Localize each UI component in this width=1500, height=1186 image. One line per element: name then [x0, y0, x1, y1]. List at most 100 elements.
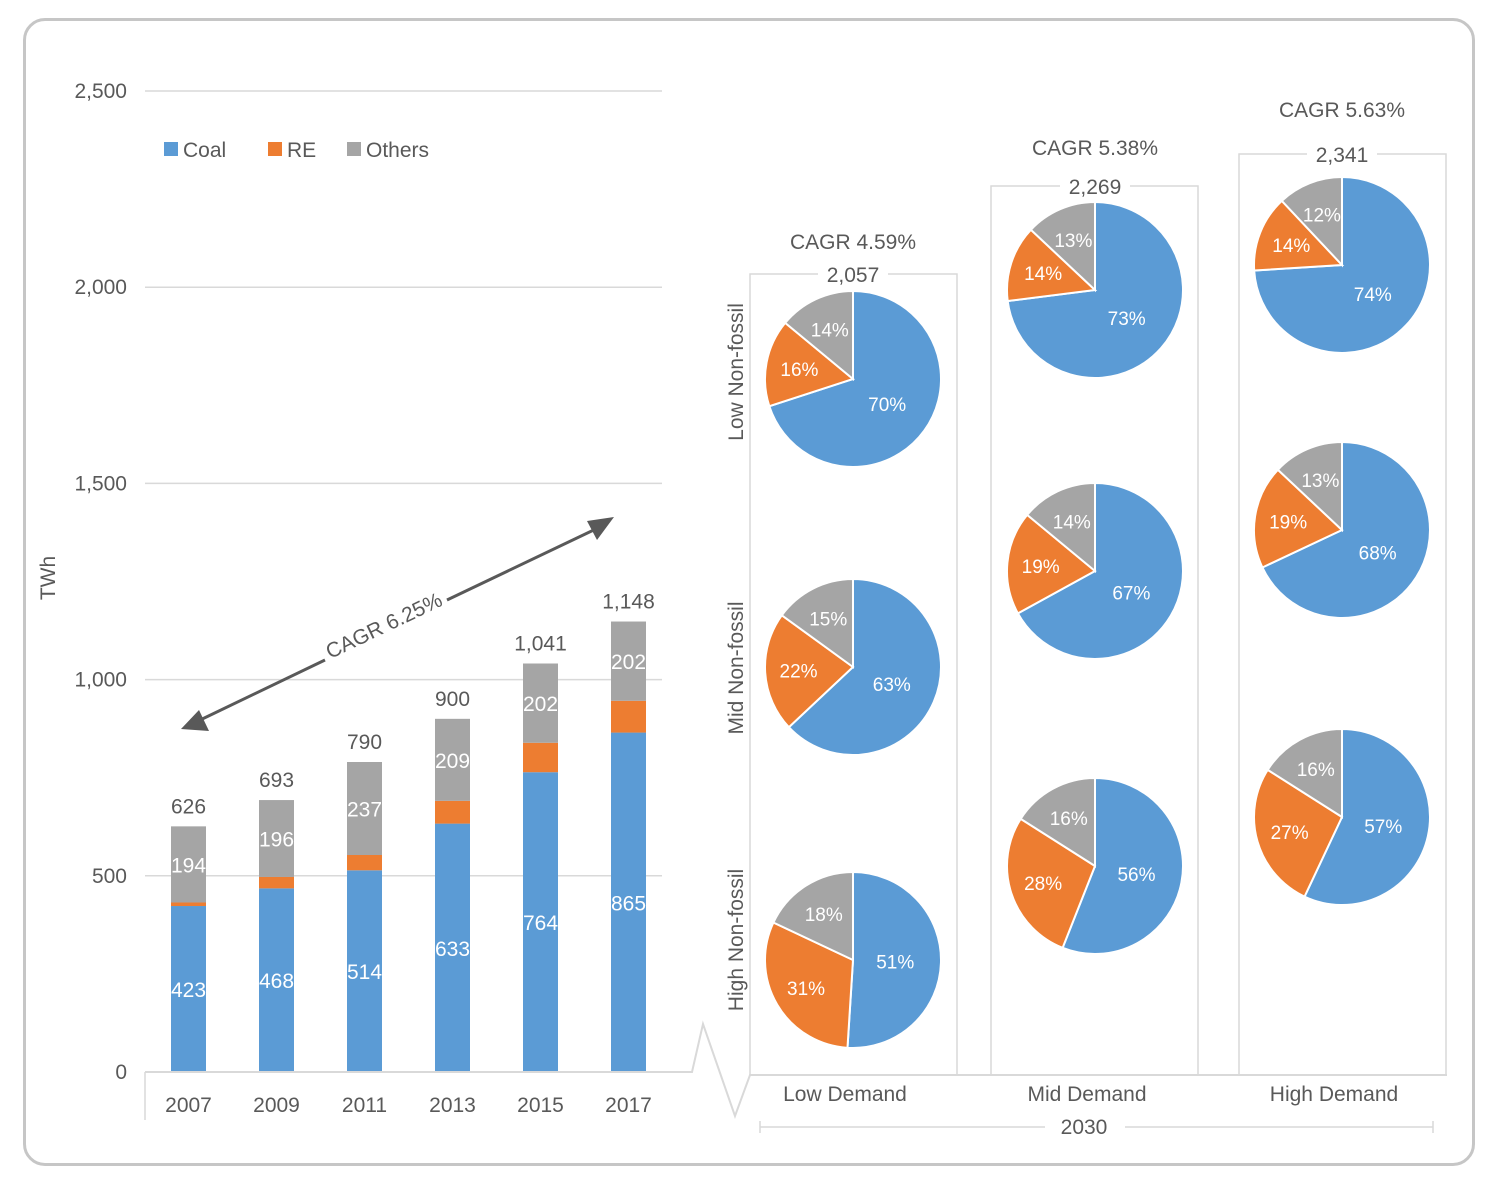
- pie-slice-re: [1006, 513, 1097, 615]
- pie-slice-coal: [1061, 776, 1184, 955]
- pie-data-label: 14%: [811, 321, 849, 342]
- bar-segment-others: [435, 718, 470, 801]
- cagr-arrow-line: [446, 525, 601, 602]
- y-tick-label: 500: [92, 865, 127, 888]
- pie-data-label: 18%: [805, 905, 843, 926]
- bar-data-label: 194: [171, 854, 206, 877]
- bar-total-label: 790: [347, 731, 382, 754]
- pie-data-label: 56%: [1117, 865, 1155, 886]
- column-total-label: 2,057: [827, 264, 880, 287]
- pie-slice-others: [1280, 175, 1343, 268]
- demand-scenario-label: Mid Demand: [1027, 1083, 1146, 1106]
- bar-data-label: 764: [523, 912, 558, 935]
- pie-slice-re: [1253, 468, 1344, 569]
- column-frame: [1130, 185, 1199, 1075]
- pie-slice-re: [1253, 768, 1344, 898]
- pie-slice-others: [780, 577, 854, 669]
- bar-segment-others: [611, 621, 646, 701]
- pie-data-label: 70%: [868, 395, 906, 416]
- pie-data-label: 16%: [1050, 809, 1088, 830]
- pie-data-label: 63%: [873, 675, 911, 696]
- pie-data-label: 28%: [1024, 874, 1062, 895]
- legend-label-others: Others: [366, 139, 429, 162]
- x-tick-label: 2011: [342, 1094, 387, 1117]
- cagr-arrow-line: [195, 658, 326, 724]
- bar-data-label: 209: [435, 750, 470, 773]
- pie-slice-re: [1253, 199, 1345, 272]
- column-cagr-label: CAGR 5.38%: [1032, 137, 1158, 160]
- bar-segment-re: [259, 876, 294, 889]
- non-fossil-row-label: Low Non-fossil: [725, 303, 748, 441]
- pie-data-label: 19%: [1022, 557, 1060, 578]
- pie-slice-others: [1276, 440, 1343, 533]
- column-frame: [749, 273, 818, 1075]
- bar-total-label: 1,148: [602, 591, 655, 614]
- bar-segment-others: [523, 663, 558, 743]
- bar-data-label: 865: [611, 892, 646, 915]
- pie-data-label: 74%: [1354, 285, 1392, 306]
- bar-total-label: 693: [259, 769, 294, 792]
- pie-data-label: 27%: [1271, 823, 1309, 844]
- stacked-bars: 423 194 626 468 196 693 514 237 790 633 209 900 764 2…: [171, 591, 655, 1072]
- pie-data-label: 14%: [1024, 264, 1062, 285]
- bar-data-label: 468: [259, 970, 294, 993]
- column-cagr-label: CAGR 5.63%: [1279, 99, 1405, 122]
- pie-data-label: 73%: [1108, 309, 1146, 330]
- bar-segment-coal: [347, 870, 382, 1072]
- demand-scenario-label: High Demand: [1270, 1083, 1398, 1106]
- x-tick-label: 2013: [429, 1094, 476, 1117]
- pie-data-label: 16%: [1297, 760, 1335, 781]
- x-tick-label: 2007: [165, 1094, 212, 1117]
- bar-data-label: 633: [435, 938, 470, 961]
- non-fossil-row-label: High Non-fossil: [725, 869, 748, 1011]
- column-frame: [990, 185, 1060, 1075]
- pie-slice-coal: [1016, 481, 1185, 660]
- gridlines: [145, 90, 662, 877]
- pie-slice-coal: [768, 289, 942, 468]
- legend-swatch-others: [347, 142, 361, 156]
- y-tick-label: 1,000: [74, 669, 127, 692]
- pie-slice-coal: [846, 870, 942, 1049]
- pie-data-label: 19%: [1269, 512, 1307, 533]
- pie-data-label: 22%: [780, 661, 818, 682]
- legend-label-coal: Coal: [183, 139, 226, 162]
- pie-slice-re: [764, 613, 855, 729]
- y-tick-label: 1,500: [74, 472, 127, 495]
- bar-segment-re: [171, 902, 206, 907]
- pie-slice-others: [783, 289, 854, 382]
- pie-data-label: 51%: [876, 952, 914, 973]
- pie-slice-coal: [1303, 727, 1431, 906]
- bar-segment-coal: [611, 732, 646, 1072]
- bar-data-label: 202: [611, 651, 646, 674]
- bar-segment-re: [611, 700, 646, 733]
- y-tick-label: 2,500: [74, 80, 127, 103]
- bar-segment-coal: [523, 772, 558, 1072]
- bar-data-label: 202: [523, 693, 558, 716]
- bar-segment-coal: [259, 888, 294, 1072]
- pie-slice-re: [1006, 228, 1098, 303]
- non-fossil-row-label: Mid Non-fossil: [725, 601, 748, 734]
- y-tick-label: 0: [115, 1061, 127, 1084]
- x-tick-label: 2015: [517, 1094, 564, 1117]
- bar-segment-others: [171, 826, 206, 903]
- bar-segment-re: [435, 800, 470, 824]
- arrow-head-left: [181, 710, 209, 731]
- pie-data-label: 67%: [1112, 584, 1150, 605]
- y-axis: TWh 0 500 1,000 1,500 2,000 2,500: [37, 80, 127, 1084]
- bar-data-label: 514: [347, 961, 382, 984]
- cagr-annotation: CAGR 6.25%: [322, 589, 446, 664]
- column-frame: [1238, 153, 1307, 1075]
- pie-slice-re: [1006, 817, 1097, 950]
- legend: Coal RE Others: [164, 139, 429, 162]
- bar-total-label: 900: [435, 688, 470, 711]
- y-axis-label: TWh: [37, 556, 60, 600]
- x-tick-label: 2017: [605, 1094, 652, 1117]
- bar-segment-re: [347, 855, 382, 871]
- pie-data-label: 68%: [1359, 544, 1397, 565]
- column-frame: [1377, 153, 1447, 1075]
- pie-slice-re: [763, 921, 855, 1049]
- pie-data-label: 57%: [1364, 817, 1402, 838]
- pie-slice-others: [1029, 200, 1096, 293]
- pie-data-label: 13%: [1054, 231, 1092, 252]
- bar-data-label: 196: [259, 829, 294, 852]
